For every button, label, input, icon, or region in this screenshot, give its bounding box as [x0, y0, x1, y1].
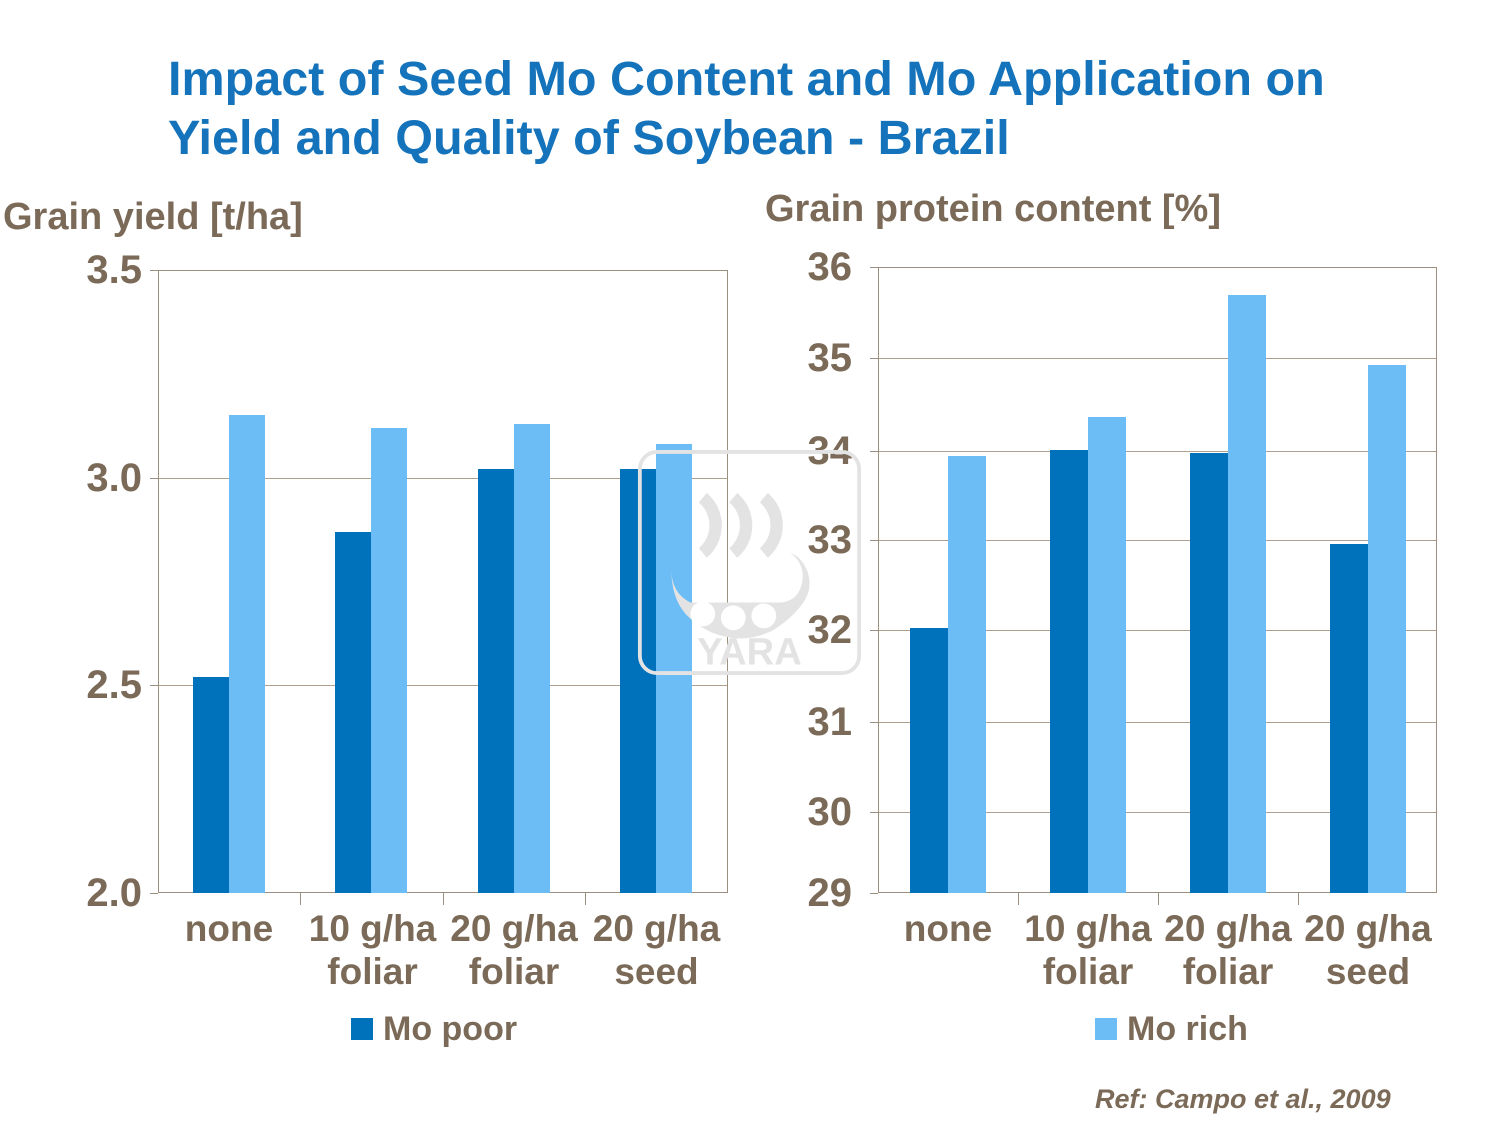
svg-text:YARA: YARA [697, 631, 802, 674]
